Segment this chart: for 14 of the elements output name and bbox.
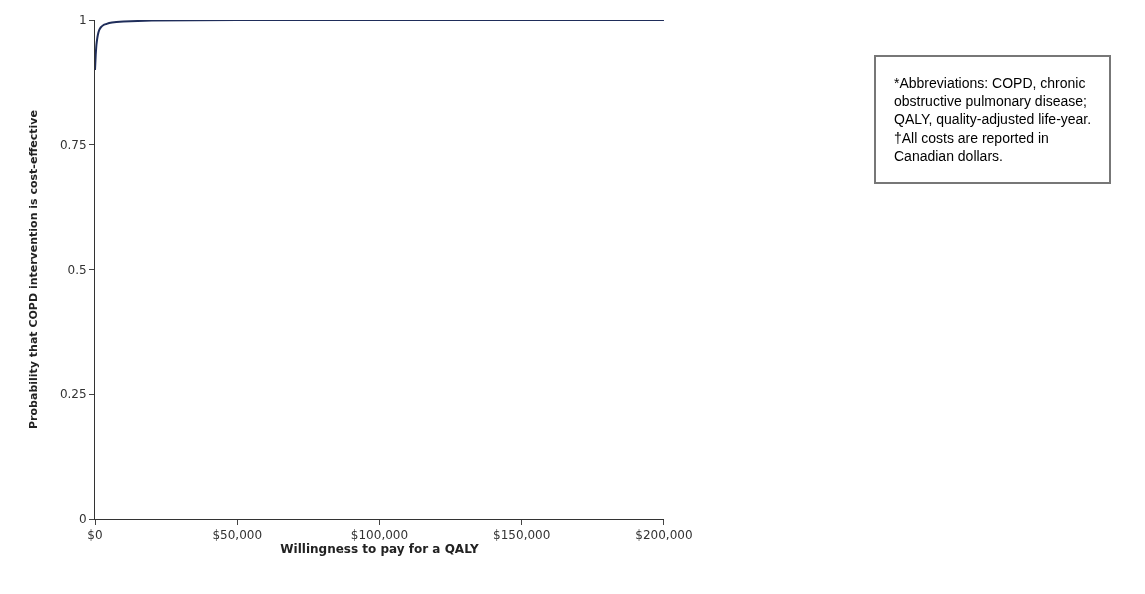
- y-axis-title: Probability that COPD intervention is cost-effective: [26, 110, 40, 429]
- y-tick-label: 1: [78, 13, 87, 28]
- y-tick-label: 0: [78, 512, 87, 527]
- x-tick-label: $150,000: [493, 528, 551, 543]
- y-tick-label: 0.75: [59, 137, 87, 152]
- x-tick-label: $50,000: [212, 528, 263, 543]
- x-axis-title: Willingness to pay for a QALY: [280, 542, 479, 557]
- text: *Abbreviations: COPD, chronic obstructive pulmonary disease; QALY, quality-adjusted life-year. †All costs are reported in Canadian dollars.: [894, 75, 1092, 164]
- y-tick-label: 0.5: [67, 262, 87, 277]
- line-series: [95, 20, 664, 71]
- x-tick-label: $0: [87, 528, 103, 543]
- x-tick-label: $100,000: [350, 528, 409, 543]
- x-tick-label: $200,000: [635, 528, 693, 543]
- y-tick-label: 0.25: [59, 387, 87, 402]
